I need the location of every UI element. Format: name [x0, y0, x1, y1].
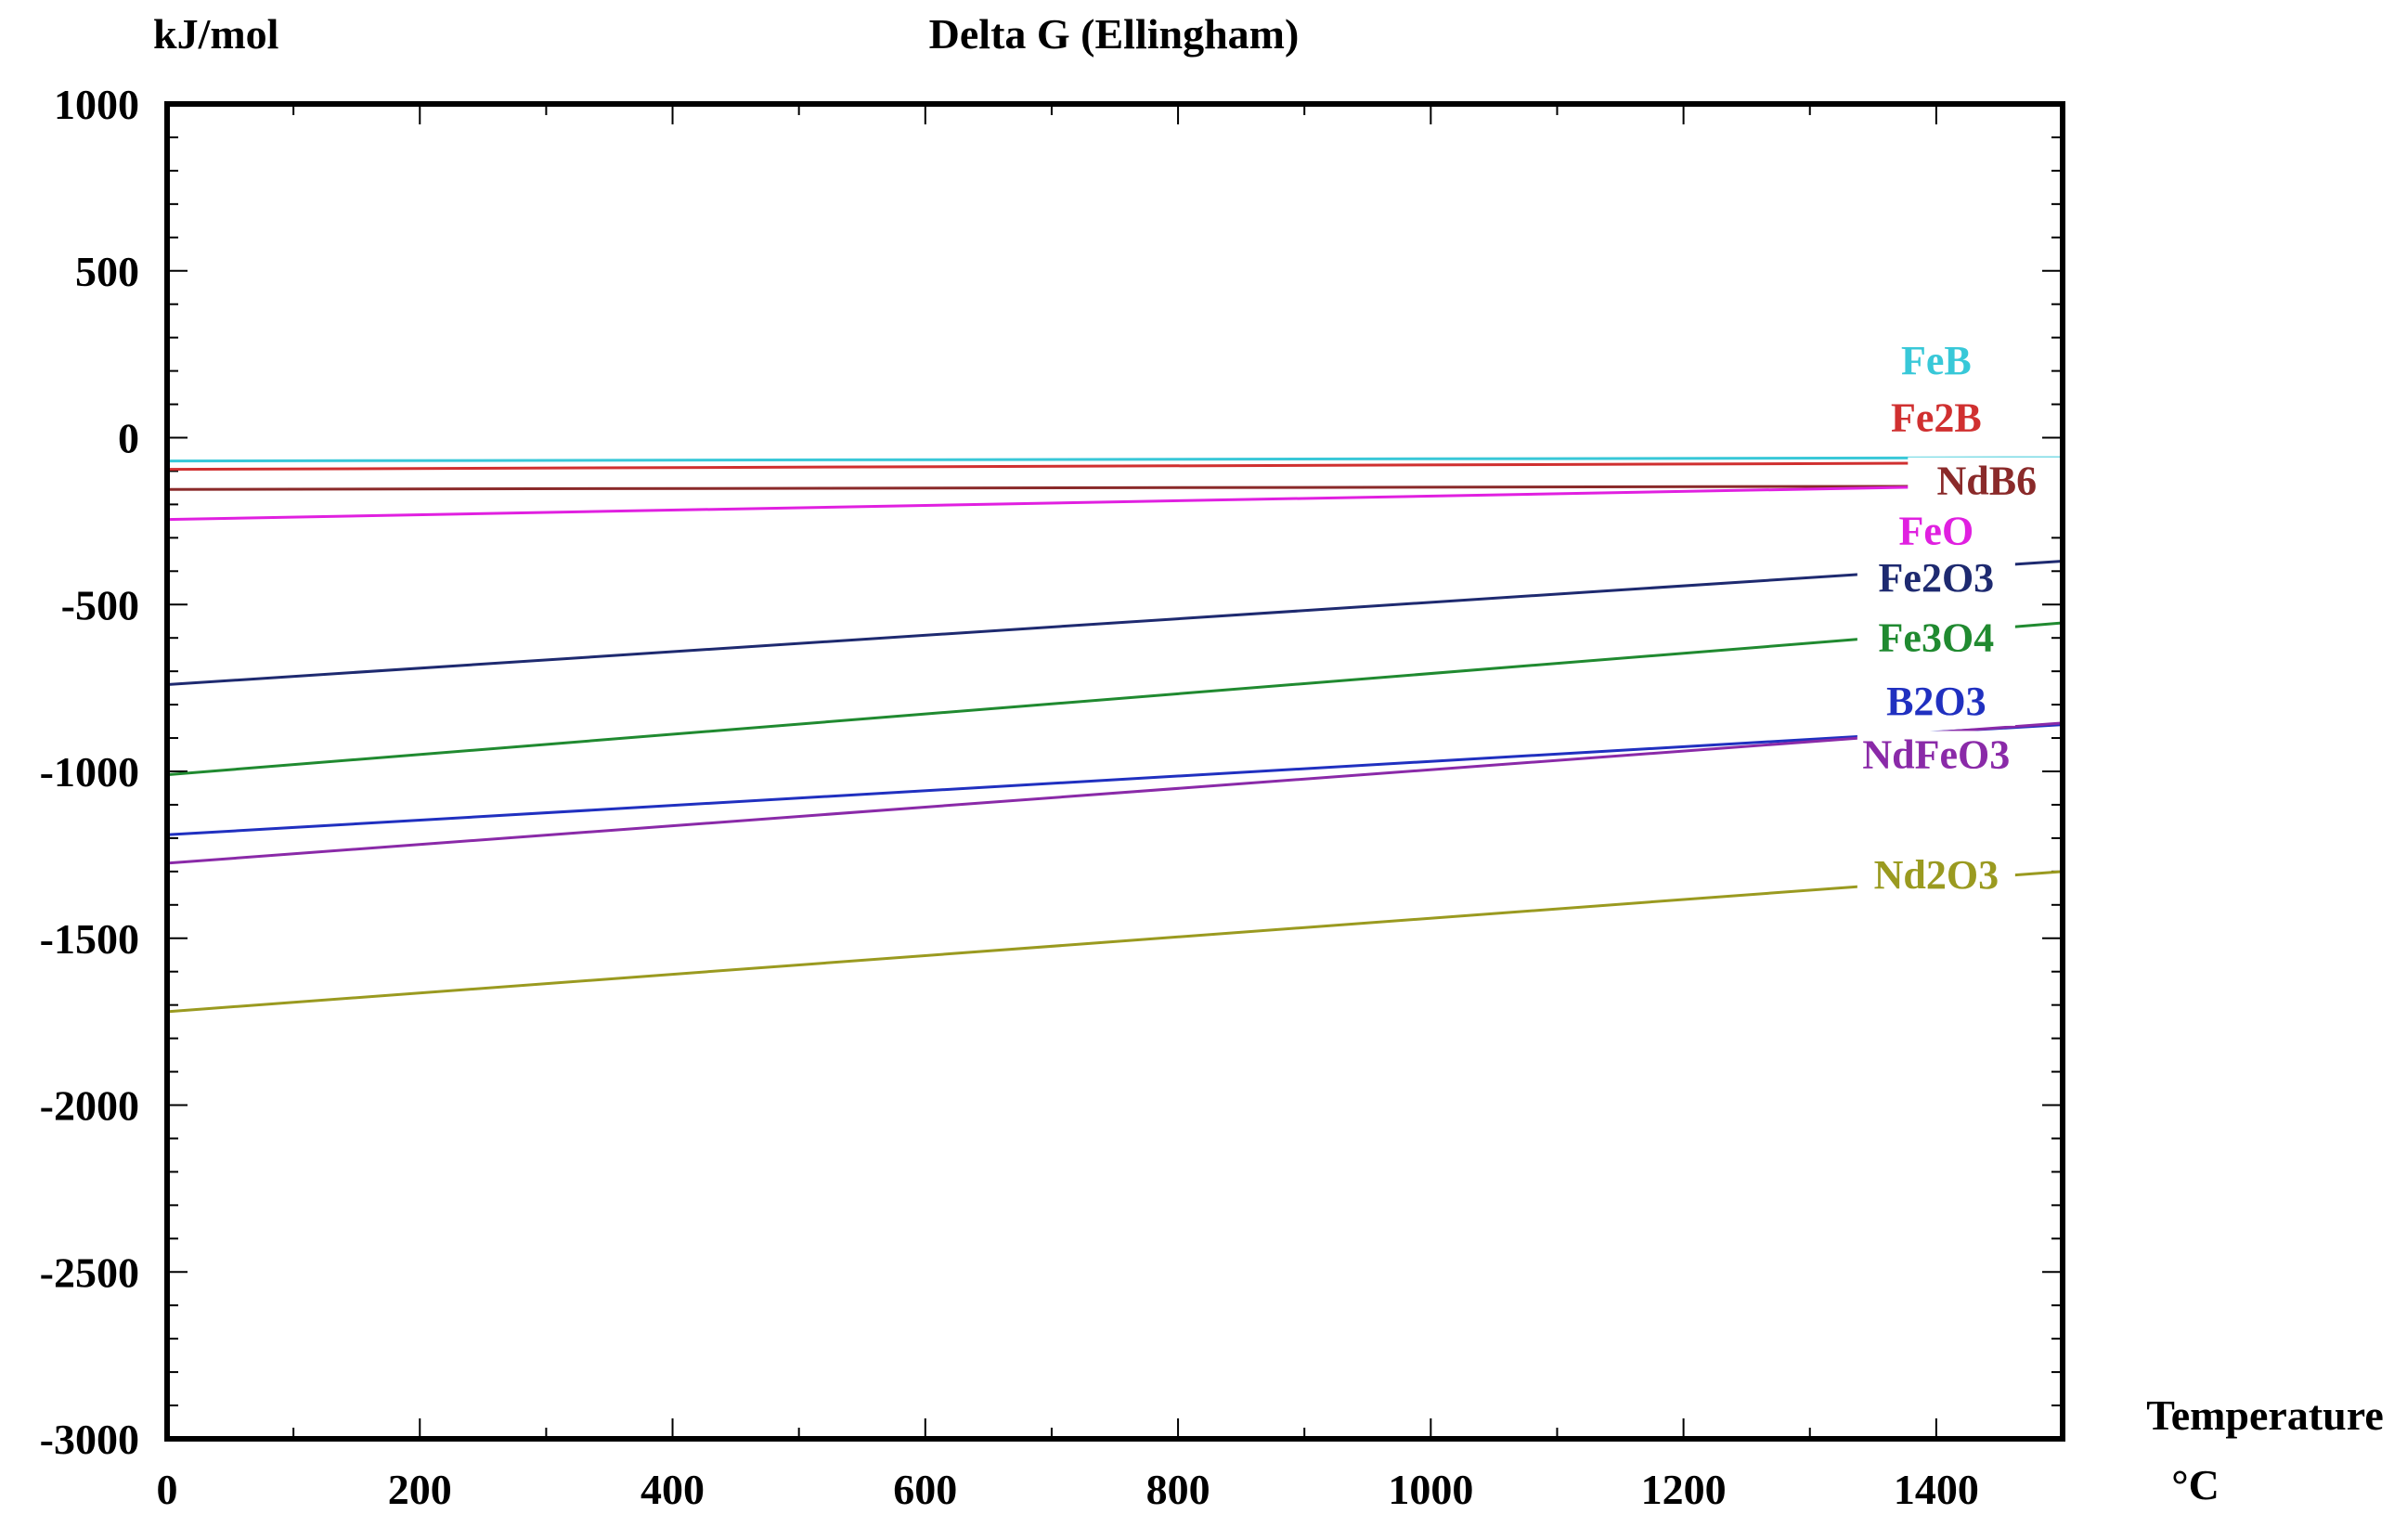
series-line-ndfeo3 — [166, 721, 2064, 865]
x-tick-label-600: 600 — [893, 1466, 957, 1513]
x-tick-label-0: 0 — [157, 1466, 178, 1513]
y-tick-label--1000: -1000 — [40, 748, 139, 796]
x-tick-label-200: 200 — [388, 1466, 452, 1513]
y-tick-label--500: -500 — [61, 581, 139, 628]
x-tick-label-1400: 1400 — [1894, 1466, 1979, 1513]
x-tick-label-400: 400 — [641, 1466, 705, 1513]
series-line-fe3o4 — [166, 621, 2064, 777]
series-label-bg-feb — [1857, 337, 2015, 386]
y-axis-label: kJ/mol — [153, 10, 278, 58]
tick-marks — [166, 103, 2064, 1440]
series-label-ndb6: NdB6 — [1937, 459, 2038, 504]
series-label-feo: FeO — [1899, 509, 1974, 554]
y-tick-label--3000: -3000 — [40, 1416, 139, 1463]
chart-title: Delta G (Ellingham) — [929, 10, 1300, 58]
series-label-bg-fe2o3 — [1857, 553, 2015, 602]
series-line-feo — [166, 483, 2064, 522]
y-tick-label--2000: -2000 — [40, 1082, 139, 1130]
series-label-bg-feo — [1857, 507, 2015, 556]
series-line-fe2o3 — [166, 560, 2064, 687]
x-axis-unit: °C — [2171, 1461, 2219, 1508]
series-label-fe3o4: Fe3O4 — [1879, 615, 1995, 661]
series-label-bg-b2o3 — [1857, 677, 2015, 726]
series-label-bg-ndb6 — [1908, 457, 2066, 506]
series-label-feb: FeB — [1901, 338, 1972, 383]
tick-labels: 0 200 400 600 800 1000 1200 1400 1000 500 0 -500 -10… — [40, 81, 1979, 1513]
series-label-fe2b: Fe2B — [1891, 395, 1982, 440]
series-label-bg-fe3o4 — [1857, 614, 2015, 663]
plot-frame — [164, 101, 2065, 1442]
series-label-b2o3: B2O3 — [1886, 679, 1986, 724]
series-line-b2o3 — [166, 723, 2064, 836]
y-tick-label-0: 0 — [118, 415, 139, 462]
series-label-bg-nd2o3 — [1857, 850, 2015, 899]
series-label-bg-ndfeo3 — [1857, 731, 2015, 780]
series-label-fe2o3: Fe2O3 — [1879, 555, 1995, 601]
series-label-nd2o3: Nd2O3 — [1874, 852, 1999, 898]
series-line-ndb6 — [166, 485, 2064, 491]
x-axis-label: Temperature — [2146, 1391, 2384, 1439]
series-line-nd2o3 — [166, 870, 2064, 1014]
x-tick-label-800: 800 — [1146, 1466, 1210, 1513]
y-tick-label-500: 500 — [75, 248, 139, 295]
series-line-feb — [166, 456, 2064, 463]
series-label-ndfeo3: NdFeO3 — [1862, 731, 2010, 777]
x-tick-label-1200: 1200 — [1641, 1466, 1727, 1513]
series-lines — [166, 456, 2064, 1014]
y-tick-label--1500: -1500 — [40, 915, 139, 963]
series-label-bg-fe2b — [1857, 394, 2015, 443]
series-line-fe2b — [166, 460, 2064, 472]
y-tick-label-1000: 1000 — [54, 81, 139, 128]
x-tick-label-1000: 1000 — [1388, 1466, 1473, 1513]
y-tick-label--2500: -2500 — [40, 1249, 139, 1296]
